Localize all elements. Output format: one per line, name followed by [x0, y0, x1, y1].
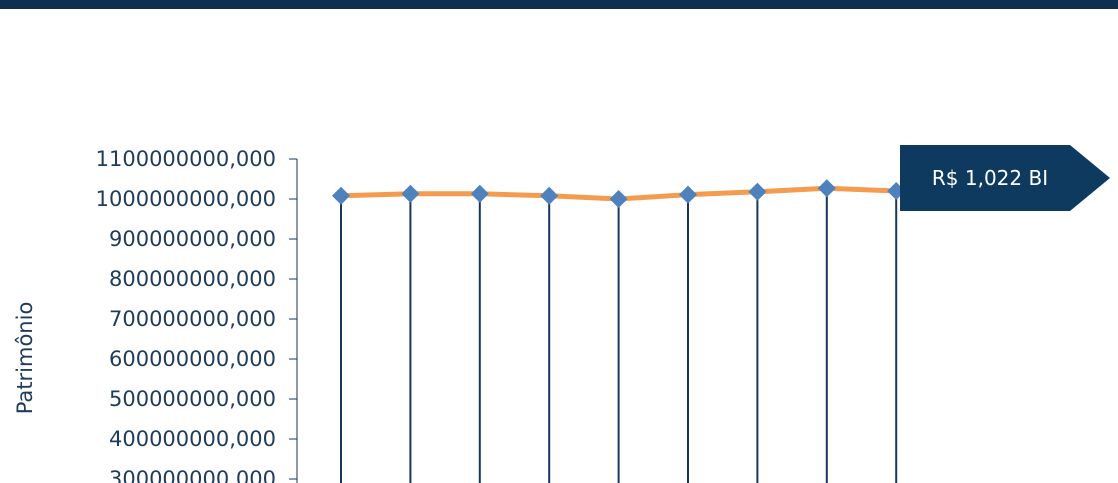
callout-text: R$ 1,022 BI	[932, 166, 1048, 190]
value-callout: R$ 1,022 BI	[900, 145, 1110, 211]
data-point-marker	[748, 182, 767, 201]
data-point-marker	[332, 186, 350, 205]
y-tick-label: 300000000,000	[109, 467, 276, 483]
data-point-marker	[540, 186, 559, 205]
y-axis-title: Patrimônio	[13, 302, 37, 415]
data-point-marker	[401, 184, 420, 203]
data-point-marker	[609, 190, 628, 208]
stems	[340, 188, 898, 483]
y-tick-label: 1000000000,000	[96, 187, 276, 211]
y-tick-label: 600000000,000	[109, 347, 276, 371]
y-tick-label: 400000000,000	[109, 427, 276, 451]
y-tick-label: 500000000,000	[109, 387, 276, 411]
data-point-marker	[679, 185, 697, 204]
data-point-marker	[817, 179, 836, 198]
callout-shape	[900, 145, 1110, 211]
data-point-marker	[470, 184, 489, 203]
y-tick-label: 800000000,000	[109, 267, 276, 291]
y-axis: 1100000000,000 1000000000,000 900000000,00…	[96, 147, 298, 483]
y-tick-label: 1100000000,000	[96, 147, 276, 171]
top-bar	[0, 0, 1118, 9]
markers	[332, 179, 906, 208]
y-tick-label: 700000000,000	[109, 307, 276, 331]
y-tick-label: 900000000,000	[109, 227, 276, 251]
